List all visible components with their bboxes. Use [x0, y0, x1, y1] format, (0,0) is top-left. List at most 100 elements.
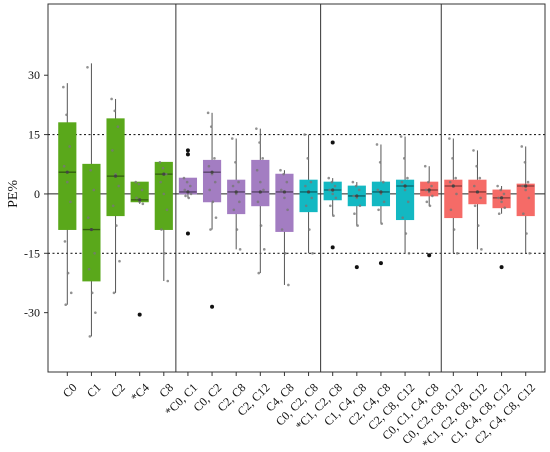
box-0 — [58, 83, 77, 307]
box-6 — [202, 111, 222, 309]
data-point — [90, 291, 94, 295]
center-point — [475, 190, 480, 194]
data-point — [184, 194, 187, 198]
data-point — [287, 283, 290, 287]
data-point — [231, 184, 235, 188]
data-point — [283, 196, 286, 200]
data-point — [93, 251, 96, 255]
data-point — [257, 271, 261, 275]
data-point — [116, 125, 120, 128]
box-12 — [347, 180, 366, 270]
center-point — [524, 184, 528, 188]
data-point — [449, 208, 453, 212]
data-point — [333, 184, 337, 188]
data-point — [399, 135, 403, 138]
data-point — [189, 184, 192, 188]
outlier-point — [499, 265, 504, 270]
data-point — [237, 180, 240, 184]
data-point — [400, 180, 404, 184]
data-point — [407, 251, 411, 255]
data-point — [353, 212, 356, 216]
data-point — [164, 172, 168, 176]
y-tick-label: 0 — [34, 187, 40, 201]
data-point — [357, 188, 361, 192]
center-point — [306, 190, 311, 194]
data-point — [163, 251, 166, 255]
data-point — [162, 192, 166, 196]
data-point — [238, 200, 241, 204]
outlier-point — [427, 253, 432, 258]
data-point — [526, 180, 530, 184]
data-point — [185, 180, 189, 184]
center-point — [499, 196, 504, 200]
data-point — [118, 259, 121, 263]
data-point — [524, 188, 527, 192]
data-point — [87, 267, 91, 271]
center-point — [162, 172, 166, 176]
data-point — [472, 184, 476, 188]
data-point — [111, 204, 115, 208]
center-point — [65, 170, 69, 174]
data-point — [161, 166, 165, 170]
data-point — [404, 232, 408, 235]
data-point — [329, 204, 332, 208]
outlier-point — [354, 265, 359, 270]
outlier-point — [378, 261, 383, 266]
data-point — [165, 208, 169, 212]
data-point — [452, 228, 456, 231]
data-point — [403, 188, 407, 192]
data-point — [112, 291, 116, 295]
data-point — [423, 164, 427, 168]
box-18 — [492, 184, 511, 270]
data-point — [115, 224, 118, 227]
data-point — [327, 176, 331, 180]
data-point — [497, 196, 500, 200]
boxes-layer — [58, 63, 535, 338]
data-point — [377, 208, 380, 212]
data-point — [502, 192, 506, 196]
data-point — [187, 196, 191, 200]
box-19 — [516, 145, 535, 255]
y-tick-label: 30 — [28, 68, 40, 82]
box-7 — [227, 137, 246, 251]
data-point — [448, 137, 451, 140]
iqr-box — [58, 122, 77, 230]
data-point — [500, 200, 503, 204]
data-point — [331, 192, 334, 196]
data-point — [230, 137, 234, 140]
box-8 — [251, 127, 270, 275]
data-point — [94, 311, 97, 314]
data-point — [527, 196, 531, 200]
data-point — [182, 176, 186, 180]
data-point — [62, 164, 66, 168]
data-point — [259, 180, 262, 184]
data-point — [258, 141, 261, 144]
data-point — [523, 160, 527, 164]
data-point — [425, 200, 429, 204]
data-point — [214, 216, 218, 219]
data-point — [137, 182, 141, 186]
data-point — [528, 251, 531, 255]
box-13 — [371, 143, 391, 266]
data-point — [455, 251, 459, 255]
data-point — [159, 180, 162, 184]
data-point — [92, 188, 96, 192]
data-point — [86, 66, 89, 69]
y-tick-label: -30 — [24, 306, 40, 320]
box-17 — [468, 149, 487, 251]
center-point — [451, 184, 455, 188]
data-point — [378, 160, 382, 164]
iqr-box — [395, 179, 415, 221]
data-point — [475, 164, 478, 168]
center-point — [138, 198, 142, 202]
data-point — [352, 194, 355, 198]
data-point — [66, 271, 70, 275]
data-point — [89, 168, 92, 172]
data-point — [356, 224, 359, 227]
data-point — [238, 248, 242, 251]
data-point — [406, 200, 410, 204]
data-point — [282, 172, 285, 176]
data-point — [448, 180, 452, 184]
data-point — [63, 240, 67, 243]
